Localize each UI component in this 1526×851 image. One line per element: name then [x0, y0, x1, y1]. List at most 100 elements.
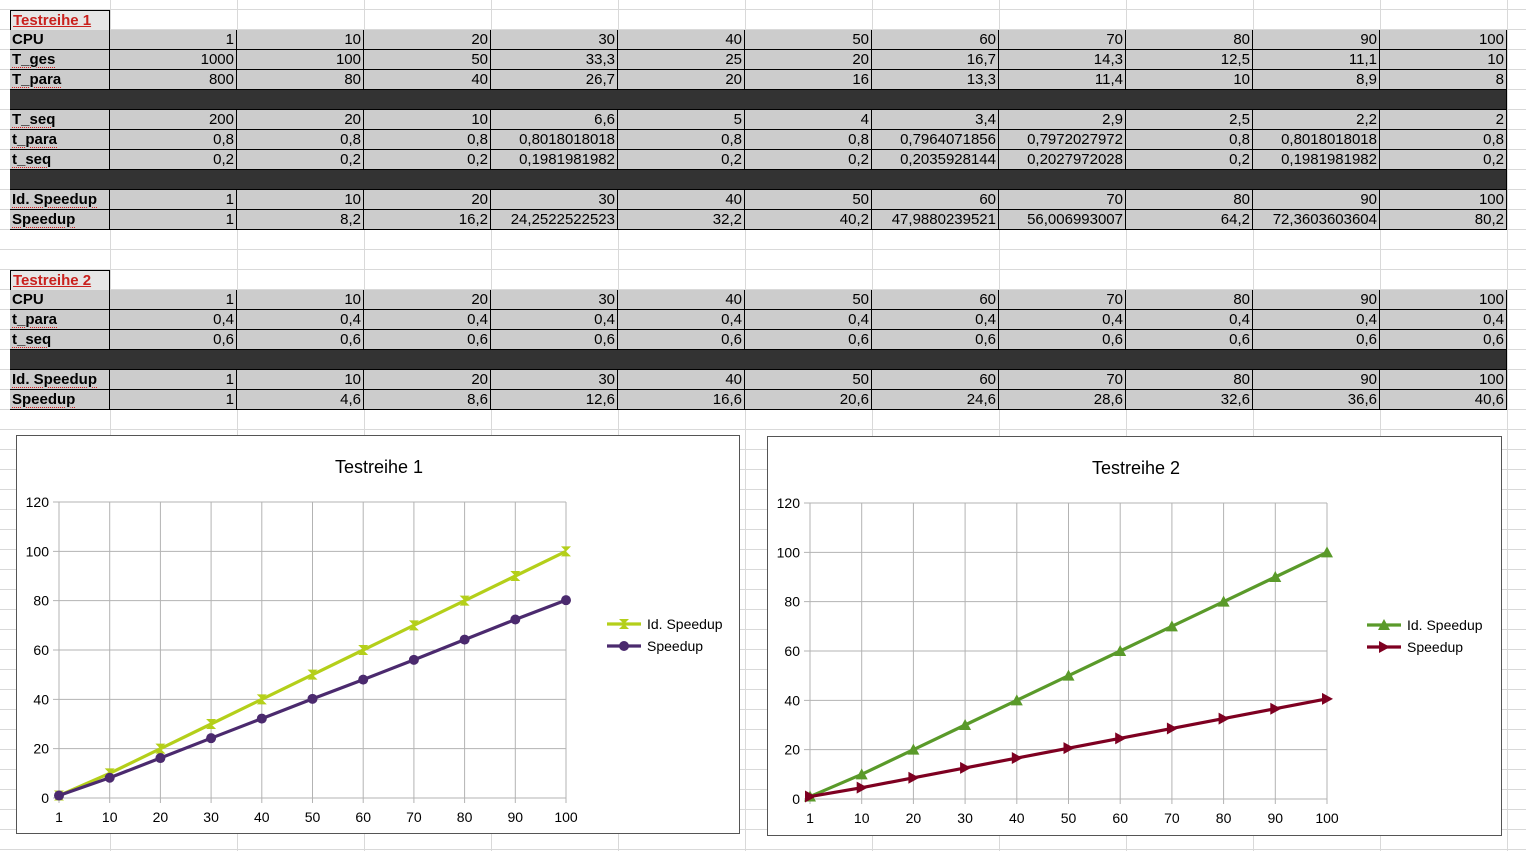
separator-row[interactable]	[10, 170, 1507, 190]
row-label[interactable]: t_para	[10, 310, 110, 330]
table-cell[interactable]: 1	[110, 30, 237, 50]
table-cell[interactable]: 50	[745, 190, 872, 210]
table-cell[interactable]: 0,4	[999, 310, 1126, 330]
table-cell[interactable]: 80	[237, 70, 364, 90]
table-cell[interactable]: 6,6	[491, 110, 618, 130]
table-cell[interactable]: 60	[872, 30, 999, 50]
table-cell[interactable]: 33,3	[491, 50, 618, 70]
table-cell[interactable]: 50	[745, 30, 872, 50]
table-cell[interactable]: 56,006993007	[999, 210, 1126, 230]
table-cell[interactable]: 70	[999, 190, 1126, 210]
table-cell[interactable]: 0,8	[1380, 130, 1507, 150]
table-cell[interactable]: 40	[618, 370, 745, 390]
table-cell[interactable]: 8,2	[237, 210, 364, 230]
table-cell[interactable]: 0,4	[237, 310, 364, 330]
table-cell[interactable]: 90	[1253, 290, 1380, 310]
table-cell[interactable]: 50	[745, 290, 872, 310]
table-cell[interactable]: 16,2	[364, 210, 491, 230]
row-label[interactable]: Id. Speedup	[10, 370, 110, 390]
table-cell[interactable]: 72,3603603604	[1253, 210, 1380, 230]
row-label[interactable]: CPU	[10, 30, 110, 50]
table-cell[interactable]: 16,6	[618, 390, 745, 410]
table-cell[interactable]: 28,6	[999, 390, 1126, 410]
table-cell[interactable]: 32,6	[1126, 390, 1253, 410]
table-cell[interactable]: 0,4	[1126, 310, 1253, 330]
table-cell[interactable]: 0,4	[872, 310, 999, 330]
table-cell[interactable]: 0,6	[110, 330, 237, 350]
table-cell[interactable]: 0,6	[1126, 330, 1253, 350]
row-label[interactable]: T_para	[10, 70, 110, 90]
table-cell[interactable]: 0,2	[364, 150, 491, 170]
table-cell[interactable]: 25	[618, 50, 745, 70]
table-cell[interactable]: 20	[364, 370, 491, 390]
table-cell[interactable]: 12,5	[1126, 50, 1253, 70]
table-cell[interactable]: 2,5	[1126, 110, 1253, 130]
table-cell[interactable]: 60	[872, 370, 999, 390]
row-label[interactable]: T_ges	[10, 50, 110, 70]
table-cell[interactable]: 0,8	[618, 130, 745, 150]
table-cell[interactable]: 36,6	[1253, 390, 1380, 410]
table-cell[interactable]: 100	[1380, 190, 1507, 210]
table-cell[interactable]: 20,6	[745, 390, 872, 410]
table-cell[interactable]: 40	[618, 290, 745, 310]
table-cell[interactable]: 30	[491, 190, 618, 210]
table-cell[interactable]: 0,6	[1253, 330, 1380, 350]
table-cell[interactable]: 0,6	[491, 330, 618, 350]
table-cell[interactable]: 16	[745, 70, 872, 90]
table-cell[interactable]: 1	[110, 190, 237, 210]
row-label[interactable]: t_para	[10, 130, 110, 150]
table-cell[interactable]: 8,6	[364, 390, 491, 410]
table-cell[interactable]: 100	[1380, 290, 1507, 310]
table-cell[interactable]: 40,6	[1380, 390, 1507, 410]
table-cell[interactable]: 11,4	[999, 70, 1126, 90]
table-cell[interactable]: 100	[1380, 30, 1507, 50]
table-cell[interactable]: 10	[364, 110, 491, 130]
row-label[interactable]: t_seq	[10, 330, 110, 350]
table-cell[interactable]: 0,1981981982	[1253, 150, 1380, 170]
table-cell[interactable]: 1000	[110, 50, 237, 70]
table-cell[interactable]: 0,8	[110, 130, 237, 150]
table-cell[interactable]: 0,2027972028	[999, 150, 1126, 170]
table-cell[interactable]: 26,7	[491, 70, 618, 90]
table-cell[interactable]: 0,8018018018	[1253, 130, 1380, 150]
table-cell[interactable]: 30	[491, 290, 618, 310]
table-cell[interactable]: 100	[237, 50, 364, 70]
table-cell[interactable]: 70	[999, 290, 1126, 310]
table-cell[interactable]: 10	[237, 290, 364, 310]
row-label[interactable]: Speedup	[10, 210, 110, 230]
table-cell[interactable]: 200	[110, 110, 237, 130]
row-label[interactable]: Speedup	[10, 390, 110, 410]
row-label[interactable]: Id. Speedup	[10, 190, 110, 210]
table-cell[interactable]: 47,9880239521	[872, 210, 999, 230]
table-cell[interactable]: 50	[745, 370, 872, 390]
table-cell[interactable]: 0,2	[745, 150, 872, 170]
table-cell[interactable]: 12,6	[491, 390, 618, 410]
table-cell[interactable]: 0,6	[1380, 330, 1507, 350]
table-cell[interactable]: 0,6	[999, 330, 1126, 350]
table-cell[interactable]: 8	[1380, 70, 1507, 90]
table-cell[interactable]: 80	[1126, 190, 1253, 210]
table-cell[interactable]: 20	[745, 50, 872, 70]
table-cell[interactable]: 64,2	[1126, 210, 1253, 230]
table-cell[interactable]: 2,9	[999, 110, 1126, 130]
table-cell[interactable]: 40	[364, 70, 491, 90]
table-cell[interactable]: 70	[999, 30, 1126, 50]
table-cell[interactable]: 11,1	[1253, 50, 1380, 70]
table-cell[interactable]: 13,3	[872, 70, 999, 90]
table-cell[interactable]: 0,7972027972	[999, 130, 1126, 150]
table-cell[interactable]: 10	[237, 370, 364, 390]
table-cell[interactable]: 0,8018018018	[491, 130, 618, 150]
table-title[interactable]: Testreihe 2	[10, 270, 110, 291]
table-cell[interactable]: 90	[1253, 190, 1380, 210]
table-cell[interactable]: 0,4	[364, 310, 491, 330]
table-cell[interactable]: 60	[872, 190, 999, 210]
table-cell[interactable]: 2	[1380, 110, 1507, 130]
table-cell[interactable]: 0,1981981982	[491, 150, 618, 170]
table-cell[interactable]: 0,8	[745, 130, 872, 150]
row-label[interactable]: CPU	[10, 290, 110, 310]
table-cell[interactable]: 0,6	[618, 330, 745, 350]
table-cell[interactable]: 0,2	[1380, 150, 1507, 170]
table-cell[interactable]: 30	[491, 370, 618, 390]
table-cell[interactable]: 80,2	[1380, 210, 1507, 230]
table-cell[interactable]: 10	[237, 190, 364, 210]
